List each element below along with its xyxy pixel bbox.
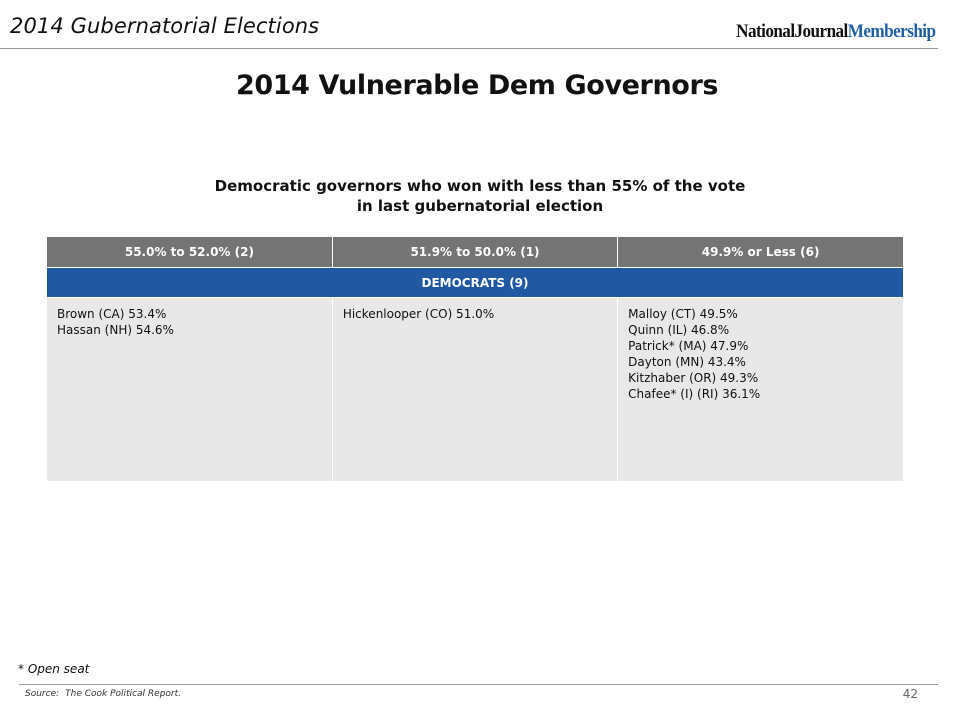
table-cell-col2: Hickenlooper (CO) 51.0% [332, 297, 619, 481]
governor-entry: Dayton (MN) 43.4% [628, 355, 746, 369]
governor-entry: Chafee* (I) (RI) 36.1% [628, 387, 761, 401]
governor-entry: Hickenlooper (CO) 51.0% [342, 307, 495, 321]
logo-text-national-journal: NationalJournal [735, 21, 848, 42]
column-header: 51.9% to 50.0% (1) [332, 237, 619, 268]
governor-entry: Hassan (NH) 54.6% [57, 323, 174, 337]
page-title: 2014 Vulnerable Dem Governors [235, 70, 719, 101]
national-journal-logo: NationalJournalMembership [735, 21, 936, 43]
page-number: 42 [902, 687, 918, 701]
caption-line-1: Democratic governors who won with less t… [214, 177, 746, 195]
table-caption: Democratic governors who won with less t… [0, 176, 960, 216]
party-band-label: DEMOCRATS (9) [47, 267, 903, 298]
governor-entry: Brown (CA) 53.4% [57, 307, 167, 321]
logo-text-membership: Membership [847, 21, 935, 42]
governor-entry: Malloy (CT) 49.5% [628, 307, 738, 321]
governor-list: Malloy (CT) 49.5% Quinn (IL) 46.8% Patri… [618, 298, 903, 402]
header-divider [0, 48, 938, 49]
footer-divider [19, 684, 938, 685]
source-text: The Cook Political Report. [65, 689, 182, 699]
table-cell-col1: Brown (CA) 53.4% Hassan (NH) 54.6% [47, 297, 333, 481]
footnote: * Open seat [18, 662, 90, 676]
table-body-row: Brown (CA) 53.4% Hassan (NH) 54.6% Hicke… [47, 297, 903, 481]
governor-list: Hickenlooper (CO) 51.0% [333, 298, 617, 322]
governor-list: Brown (CA) 53.4% Hassan (NH) 54.6% [47, 298, 332, 338]
governor-entry: Kitzhaber (OR) 49.3% [628, 371, 759, 385]
caption-line-2: in last gubernatorial election [356, 197, 604, 215]
party-band-row: DEMOCRATS (9) [47, 267, 903, 298]
column-header: 49.9% or Less (6) [617, 237, 903, 268]
governors-table: 55.0% to 52.0% (2) 51.9% to 50.0% (1) 49… [47, 237, 903, 481]
table-header-row: 55.0% to 52.0% (2) 51.9% to 50.0% (1) 49… [47, 237, 903, 268]
source-note: Source: The Cook Political Report. [25, 689, 181, 699]
source-label: Source: [25, 689, 60, 699]
column-header: 55.0% to 52.0% (2) [47, 237, 333, 268]
governor-entry: Patrick* (MA) 47.9% [628, 339, 749, 353]
slide-header-title: 2014 Gubernatorial Elections [10, 14, 320, 38]
governor-entry: Quinn (IL) 46.8% [628, 323, 730, 337]
table-cell-col3: Malloy (CT) 49.5% Quinn (IL) 46.8% Patri… [617, 297, 903, 481]
